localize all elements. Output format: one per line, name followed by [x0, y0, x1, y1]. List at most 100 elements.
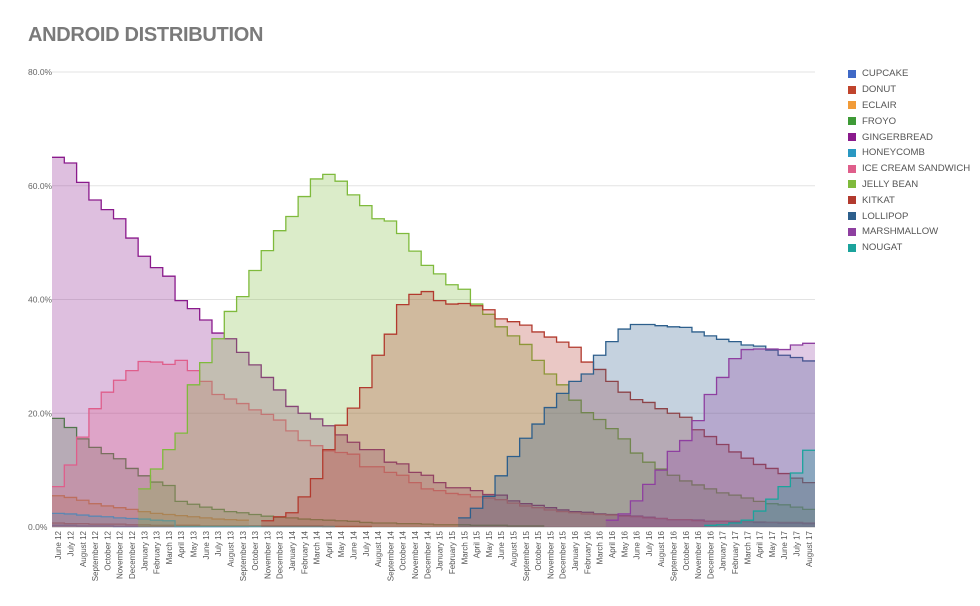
x-tick-label: June 13	[202, 530, 211, 559]
x-tick-label: August 17	[805, 530, 814, 567]
x-tick-label: September 14	[386, 530, 395, 581]
x-tick-label: January 16	[571, 530, 580, 570]
x-tick-label: October 16	[682, 530, 691, 570]
y-axis: 0.0% 20.0% 40.0% 60.0% 80.0%	[28, 67, 53, 532]
legend-label: ECLAIR	[862, 99, 897, 111]
x-tick-label: July 14	[362, 530, 371, 556]
x-tick-label: May 13	[190, 530, 199, 557]
x-tick-label: April 13	[177, 530, 186, 558]
series-area-eclair	[52, 495, 249, 527]
series-line-ice-cream-sandwich	[52, 359, 815, 524]
x-tick-label: November 13	[263, 530, 272, 579]
series-area-kitkat	[261, 291, 815, 527]
legend-item: NOUGAT	[848, 240, 970, 256]
y-tick-label: 40.0%	[28, 295, 53, 305]
y-tick-label: 80.0%	[28, 67, 53, 77]
legend-label: MARSHMALLOW	[862, 226, 939, 238]
x-tick-label: March 13	[165, 530, 174, 564]
x-tick-label: September 16	[669, 530, 678, 581]
x-tick-label: April 16	[608, 530, 617, 558]
legend: CUPCAKE DONUT ECLAIR FROYO GINGERBREAD HONEYC…	[848, 66, 970, 256]
y-tick-label: 20.0%	[28, 408, 53, 418]
legend-item: ICE CREAM SANDWICH	[848, 161, 970, 177]
legend-item: MARSHMALLOW	[848, 224, 970, 240]
x-tick-label: March 15	[460, 530, 469, 564]
x-tick-label: September 13	[239, 530, 248, 581]
x-tick-label: July 16	[645, 530, 654, 556]
legend-label: ICE CREAM SANDWICH	[862, 163, 971, 175]
x-tick-label: December 13	[276, 530, 285, 579]
legend-item: KITKAT	[848, 192, 970, 208]
x-tick-label: March 16	[596, 530, 605, 564]
legend-item: CUPCAKE	[848, 66, 970, 82]
legend-label: LOLLIPOP	[862, 210, 909, 222]
legend-swatch	[848, 69, 856, 78]
x-tick-label: June 15	[497, 530, 506, 559]
x-tick-label: July 12	[66, 530, 75, 556]
x-tick-label: June 12	[54, 530, 63, 559]
x-tick-label: August 12	[79, 530, 88, 567]
x-tick-label: November 15	[546, 530, 555, 579]
legend-item: HONEYCOMB	[848, 145, 970, 161]
series-line-eclair	[52, 495, 249, 521]
legend-label: DONUT	[862, 84, 897, 96]
x-tick-label: December 15	[559, 530, 568, 579]
series-line-lollipop	[458, 323, 815, 519]
legend-item: DONUT	[848, 82, 970, 98]
legend-swatch	[848, 133, 856, 142]
legend-swatch	[848, 243, 856, 252]
legend-swatch	[848, 85, 856, 94]
x-tick-label: August 15	[509, 530, 518, 567]
x-tick-label: February 13	[153, 530, 162, 574]
x-tick-label: February 15	[448, 530, 457, 574]
x-tick-label: March 17	[743, 530, 752, 564]
legend-label: HONEYCOMB	[862, 147, 925, 159]
series-area-ice-cream-sandwich	[52, 360, 815, 527]
chart-title: ANDROID DISTRIBUTION	[28, 24, 264, 46]
series-line-jelly-bean	[138, 173, 815, 511]
series-area-nougat	[704, 450, 815, 527]
series-line-nougat	[704, 449, 815, 526]
legend-swatch	[848, 212, 856, 221]
x-tick-label: September 15	[522, 530, 531, 581]
x-tick-label: December 16	[706, 530, 715, 579]
x-tick-label: July 17	[793, 530, 802, 556]
x-tick-label: May 14	[337, 530, 346, 557]
x-tick-label: July 13	[214, 530, 223, 556]
legend-label: JELLY BEAN	[862, 178, 919, 190]
series-area-gingerbread	[52, 157, 815, 527]
legend-item: LOLLIPOP	[848, 208, 970, 224]
x-tick-label: January 17	[719, 530, 728, 570]
x-tick-label: November 12	[116, 530, 125, 579]
x-tick-label: June 16	[633, 530, 642, 559]
x-tick-label: October 15	[534, 530, 543, 570]
x-tick-label: November 14	[411, 530, 420, 579]
x-tick-label: January 13	[140, 530, 149, 570]
x-tick-label: June 17	[780, 530, 789, 559]
legend-swatch	[848, 117, 856, 126]
x-tick-label: August 13	[226, 530, 235, 567]
legend-swatch	[848, 148, 856, 157]
legend-label: KITKAT	[862, 194, 895, 206]
x-tick-label: October 12	[103, 530, 112, 570]
legend-swatch	[848, 101, 856, 110]
series-area-honeycomb	[52, 513, 336, 527]
x-tick-label: December 12	[128, 530, 137, 579]
legend-swatch	[848, 227, 856, 236]
x-tick-label: October 14	[399, 530, 408, 570]
series-area-lollipop	[458, 324, 815, 527]
x-tick-label: April 17	[756, 530, 765, 558]
x-tick-label: June 14	[350, 530, 359, 559]
x-tick-label: May 16	[620, 530, 629, 557]
series-area-jelly-bean	[138, 174, 816, 527]
series-line-marshmallow	[605, 342, 815, 521]
x-tick-label: October 13	[251, 530, 260, 570]
legend-label: NOUGAT	[862, 242, 903, 254]
x-axis: June 12 July 12 August 12 September 12 Octob…	[54, 530, 814, 581]
x-tick-label: May 17	[768, 530, 777, 557]
series-line-kitkat	[261, 290, 815, 522]
x-tick-label: February 16	[583, 530, 592, 574]
y-tick-label: 60.0%	[28, 181, 53, 191]
legend-item: ECLAIR	[848, 98, 970, 114]
